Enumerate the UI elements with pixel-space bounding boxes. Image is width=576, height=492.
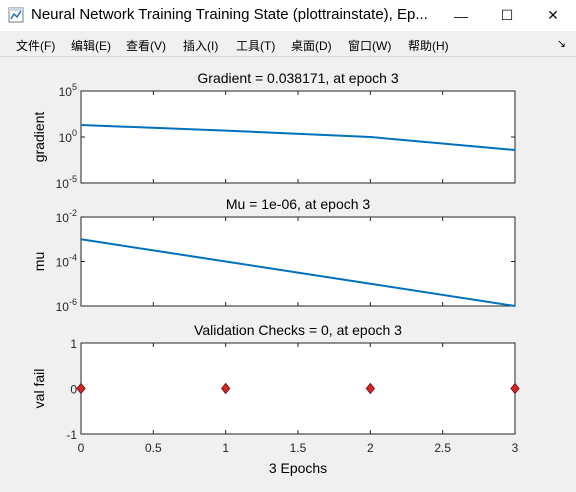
- y-tick-label: 105: [59, 82, 77, 99]
- y-axis-label: mu: [31, 252, 47, 271]
- data-point: [365, 382, 375, 395]
- axes-2: Mu = 1e-06, at epoch 3 mu 10-2 10-4 10-6: [31, 196, 516, 314]
- y-tick-label: 10-5: [56, 174, 77, 191]
- menu-help[interactable]: 帮助(H): [408, 39, 449, 53]
- window-title: Neural Network Training Training State (…: [31, 6, 428, 23]
- figure-canvas: Gradient = 0.038171, at epoch 3 gradient 1…: [0, 57, 576, 487]
- x-tick-label: 1: [222, 441, 229, 455]
- menu-edit[interactable]: 编辑(E): [71, 39, 111, 53]
- menu-bar: 文件(F) 编辑(E) 查看(V) 插入(I) 工具(T) 桌面(D) 窗口(W…: [0, 31, 576, 57]
- x-tick-label: 0.5: [145, 441, 162, 455]
- y-axis-label: val fail: [31, 369, 47, 409]
- matlab-figure-icon: [8, 7, 24, 23]
- y-tick-label: 10-6: [56, 297, 77, 314]
- x-tick-label: 1.5: [290, 441, 307, 455]
- chart-title: Validation Checks = 0, at epoch 3: [194, 322, 402, 338]
- y-tick-label: 100: [59, 128, 77, 145]
- y-tick-label: 10-2: [56, 208, 77, 225]
- y-tick-label: 0: [70, 383, 77, 397]
- x-tick-label: 2.5: [434, 441, 451, 455]
- minimize-button[interactable]: —: [438, 0, 484, 31]
- axes-box: [80, 216, 516, 307]
- menu-view[interactable]: 查看(V): [126, 39, 166, 53]
- x-tick-label: 3: [512, 441, 519, 455]
- y-tick-label: 1: [70, 337, 77, 351]
- x-axis-label: 3 Epochs: [269, 460, 327, 476]
- x-tick-label: 2: [367, 441, 374, 455]
- menu-window[interactable]: 窗口(W): [348, 39, 392, 53]
- close-button[interactable]: ✕: [530, 0, 576, 31]
- axes-1: Gradient = 0.038171, at epoch 3 gradient 1…: [31, 70, 516, 191]
- data-point: [221, 382, 231, 395]
- menu-insert[interactable]: 插入(I): [183, 39, 219, 53]
- y-tick-label: 10-4: [56, 253, 77, 270]
- x-tick-label: 0: [78, 441, 85, 455]
- minimize-icon: —: [454, 7, 468, 24]
- y-axis-label: gradient: [31, 112, 47, 163]
- menu-tools[interactable]: 工具(T): [236, 39, 276, 53]
- close-icon: ✕: [547, 7, 559, 23]
- series-line: [80, 124, 516, 152]
- title-bar: Neural Network Training Training State (…: [0, 0, 576, 31]
- menu-desktop[interactable]: 桌面(D): [291, 39, 332, 53]
- maximize-button[interactable]: ☐: [484, 0, 530, 31]
- data-point: [510, 382, 520, 395]
- maximize-icon: ☐: [500, 7, 514, 23]
- menu-overflow-icon[interactable]: ↘: [556, 38, 566, 50]
- axes-box: [80, 90, 516, 184]
- axes-3: Validation Checks = 0, at epoch 3 val fai…: [31, 322, 520, 476]
- menu-file[interactable]: 文件(F): [16, 39, 56, 53]
- chart-title: Gradient = 0.038171, at epoch 3: [197, 70, 398, 86]
- figure-svg: Gradient = 0.038171, at epoch 3 gradient 1…: [31, 70, 520, 476]
- series-line: [80, 238, 516, 307]
- data-point: [76, 382, 86, 395]
- y-tick-label: -1: [66, 428, 77, 442]
- axes-box: [80, 342, 516, 435]
- chart-title: Mu = 1e-06, at epoch 3: [226, 196, 371, 212]
